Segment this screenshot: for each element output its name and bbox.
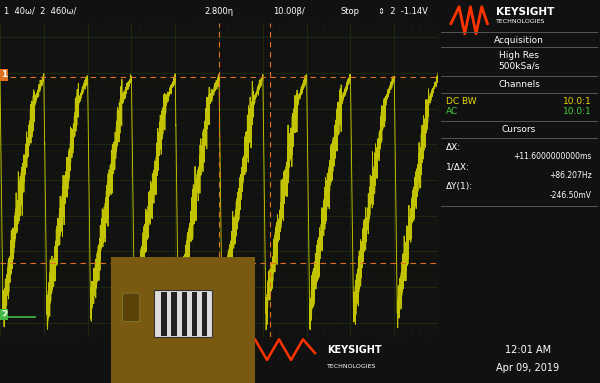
Text: 2.800η: 2.800η	[205, 7, 233, 16]
Text: KEYSIGHT: KEYSIGHT	[496, 7, 554, 17]
Text: 10.0:1: 10.0:1	[563, 97, 592, 106]
Text: TECHNOLOGIES: TECHNOLOGIES	[327, 364, 376, 370]
Text: +86.207Hz: +86.207Hz	[549, 172, 592, 180]
Text: -246.50mV: -246.50mV	[550, 191, 592, 200]
Text: 12:01 AM: 12:01 AM	[505, 345, 551, 355]
FancyBboxPatch shape	[122, 293, 140, 322]
Text: Apr 09, 2019: Apr 09, 2019	[496, 363, 560, 373]
Bar	[161, 292, 167, 336]
Bar	[202, 292, 208, 336]
Text: DC BW: DC BW	[446, 97, 477, 106]
Text: 1: 1	[1, 70, 7, 79]
Text: 10.0:1: 10.0:1	[563, 107, 592, 116]
Text: 10.00β/: 10.00β/	[273, 7, 305, 16]
Bar	[182, 292, 187, 336]
Text: ⇕  2  -1.14V: ⇕ 2 -1.14V	[378, 7, 428, 16]
Bar	[172, 292, 177, 336]
Text: ΔX:: ΔX:	[446, 143, 461, 152]
Text: 500kSa/s: 500kSa/s	[499, 61, 539, 70]
Text: Acquisition: Acquisition	[494, 36, 544, 45]
Text: AC: AC	[446, 107, 458, 116]
Text: High Res: High Res	[499, 51, 539, 60]
Bar	[191, 292, 197, 336]
Text: 1  40ω/  2  460ω/: 1 40ω/ 2 460ω/	[4, 7, 77, 16]
Text: Cursors: Cursors	[502, 125, 536, 134]
Text: TECHNOLOGIES: TECHNOLOGIES	[496, 20, 545, 25]
Text: Channels: Channels	[498, 80, 540, 89]
Text: +11.6000000000ms: +11.6000000000ms	[514, 152, 592, 161]
Text: 1/ΔX:: 1/ΔX:	[446, 162, 470, 171]
Text: KEYSIGHT: KEYSIGHT	[327, 345, 382, 355]
Text: 2: 2	[1, 310, 7, 319]
Text: ΔY(1):: ΔY(1):	[446, 182, 473, 191]
FancyBboxPatch shape	[105, 250, 261, 383]
Bar	[154, 290, 212, 337]
Text: Stop: Stop	[341, 7, 360, 16]
